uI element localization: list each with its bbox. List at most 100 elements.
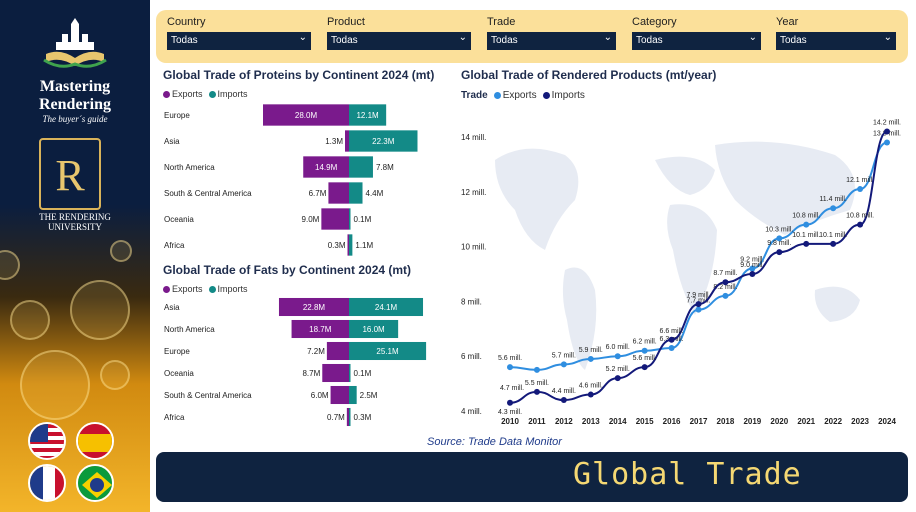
chevron-down-icon: ⌄ xyxy=(748,32,757,43)
year-dropdown[interactable]: Todas ⌄ xyxy=(776,32,896,50)
france-flag-icon[interactable] xyxy=(28,464,66,502)
imports-point xyxy=(722,279,729,286)
imports-data-label: 7.9 mill. xyxy=(686,292,710,299)
x-tick-label: 2016 xyxy=(663,417,681,426)
category-dropdown[interactable]: Todas ⌄ xyxy=(632,32,761,50)
imports-point xyxy=(776,249,783,256)
year-value: Todas xyxy=(780,35,807,46)
category-value: Todas xyxy=(636,35,663,46)
exports-point xyxy=(668,344,675,351)
proteins-category-label: Africa xyxy=(164,241,185,250)
proteins-legend-exports[interactable]: Exports xyxy=(163,89,203,99)
proteins-imports-value-label: 4.4M xyxy=(366,189,384,198)
crest-logo: R xyxy=(39,138,101,210)
imports-data-label: 5.2 mill. xyxy=(606,366,630,373)
exports-point xyxy=(884,139,890,146)
filter-bar: Country Todas ⌄ Product Todas ⌄ Trade Toda… xyxy=(156,10,908,63)
country-filter[interactable]: Country Todas ⌄ xyxy=(167,16,311,50)
year-filter[interactable]: Year Todas ⌄ xyxy=(776,16,896,50)
exports-data-label: 12.1 mill. xyxy=(846,177,874,184)
proteins-imports-value-label: 22.3M xyxy=(372,137,395,146)
rendered-legend-title: Trade xyxy=(461,90,488,101)
exports-point xyxy=(695,306,702,313)
imports-data-label: 10.8 mill. xyxy=(846,213,874,220)
world-map-shape xyxy=(655,156,715,195)
imports-point xyxy=(614,375,621,382)
rendered-legend-imports-label: Imports xyxy=(551,90,585,101)
fats-imports-value-label: 0.1M xyxy=(354,369,372,378)
imports-data-label: 9.8 mill. xyxy=(767,240,791,247)
fats-legend-imports-label: Imports xyxy=(217,284,248,294)
chevron-down-icon: ⌄ xyxy=(458,32,467,43)
imports-point xyxy=(857,221,864,228)
x-tick-label: 2024 xyxy=(878,417,896,426)
category-filter[interactable]: Category Todas ⌄ xyxy=(632,16,761,50)
rendered-legend-exports[interactable]: Exports xyxy=(493,90,537,101)
exports-data-label: 7.7 mill. xyxy=(686,298,710,305)
product-dropdown[interactable]: Todas ⌄ xyxy=(327,32,471,50)
proteins-exports-bar xyxy=(263,104,349,126)
product-filter[interactable]: Product Todas ⌄ xyxy=(327,16,471,50)
y-tick-label: 4 mill. xyxy=(461,407,482,416)
exports-point xyxy=(857,186,864,193)
university-line2: UNIVERSITY xyxy=(48,222,102,232)
exports-point xyxy=(776,235,783,242)
fats-exports-bar xyxy=(278,297,349,317)
fats-legend-exports[interactable]: Exports xyxy=(163,284,203,294)
exports-data-label: 6.0 mill. xyxy=(606,344,630,351)
castle-book-logo-icon xyxy=(43,18,107,68)
fats-exports-value-label: 18.7M xyxy=(309,325,332,334)
exports-data-label: 10.8 mill. xyxy=(792,213,820,220)
imports-point xyxy=(533,388,540,395)
exports-point xyxy=(560,361,567,368)
proteins-category-label: Asia xyxy=(164,137,180,146)
rendered-legend-exports-label: Exports xyxy=(502,90,537,101)
imports-data-label: 10.1 mill. xyxy=(819,232,847,239)
fats-category-label: North America xyxy=(164,325,215,334)
fats-exports-bar xyxy=(326,341,349,361)
proteins-imports-bar xyxy=(349,182,363,204)
year-filter-label: Year xyxy=(776,16,799,28)
exports-data-label: 5.9 mill. xyxy=(579,347,603,354)
trade-filter[interactable]: Trade Todas ⌄ xyxy=(487,16,616,50)
brazil-flag-icon[interactable] xyxy=(76,464,114,502)
imports-data-label: 4.7 mill. xyxy=(500,385,524,392)
proteins-chart-title: Global Trade of Proteins by Continent 20… xyxy=(163,68,435,82)
proteins-bar-chart: Europe 28.0M 12.1M Asia 1.3M 22.3M North Ameri… xyxy=(164,104,418,256)
source-note: Source: Trade Data Monitor xyxy=(427,436,562,448)
proteins-legend-imports[interactable]: Imports xyxy=(208,89,248,99)
imports-data-label: 4.4 mill. xyxy=(552,388,576,395)
imports-data-label: 10.1 mill. xyxy=(792,232,820,239)
spain-flag-icon[interactable] xyxy=(76,422,114,460)
exports-point xyxy=(587,355,594,362)
country-dropdown[interactable]: Todas ⌄ xyxy=(167,32,311,50)
world-map-shape xyxy=(667,204,717,315)
us-flag-icon[interactable] xyxy=(28,422,66,460)
x-tick-label: 2015 xyxy=(636,417,654,426)
country-value: Todas xyxy=(171,35,198,46)
trade-dropdown[interactable]: Todas ⌄ xyxy=(487,32,616,50)
fats-exports-bar xyxy=(346,407,349,427)
fats-legend-exports-label: Exports xyxy=(172,284,203,294)
imports-data-label: 4.3 mill. xyxy=(498,409,522,416)
fats-category-label: Europe xyxy=(164,347,190,356)
chevron-down-icon: ⌄ xyxy=(603,32,612,43)
brand-tagline: The buyer´s guide xyxy=(42,114,108,124)
proteins-category-label: Oceania xyxy=(164,215,194,224)
proteins-imports-value-label: 0.1M xyxy=(354,215,372,224)
y-tick-label: 12 mill. xyxy=(461,188,486,197)
fats-imports-bar xyxy=(349,385,357,405)
imports-data-label: 4.6 mill. xyxy=(579,383,603,390)
world-map-shape xyxy=(562,267,597,370)
fats-exports-value-label: 7.2M xyxy=(307,347,325,356)
proteins-imports-bar xyxy=(349,156,373,178)
imports-point xyxy=(668,336,675,343)
rendered-legend-imports[interactable]: Imports xyxy=(542,90,585,101)
x-tick-label: 2011 xyxy=(528,417,546,426)
proteins-legend: Exports Imports xyxy=(163,89,248,99)
exports-point xyxy=(614,353,621,360)
fats-exports-bar xyxy=(291,319,349,339)
imports-data-label: 5.5 mill. xyxy=(525,380,549,387)
fats-legend-imports[interactable]: Imports xyxy=(208,284,248,294)
proteins-exports-value-label: 9.0M xyxy=(302,215,320,224)
